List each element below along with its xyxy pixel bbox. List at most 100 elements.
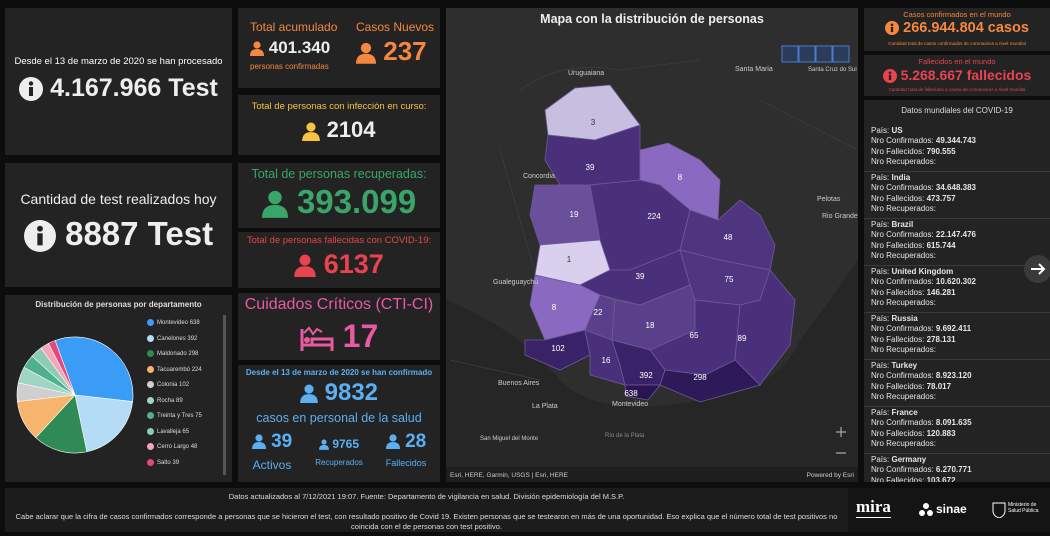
caption: Cantidad de test realizados hoy bbox=[20, 191, 217, 207]
field-label: Nro Fallecidos: bbox=[871, 193, 925, 203]
legend-label: Maldonado bbox=[157, 351, 187, 358]
departments bbox=[524, 84, 796, 403]
region-label: 39 bbox=[586, 163, 595, 172]
field-label: Nro Confirmados: bbox=[871, 277, 934, 287]
legend-value: 224 bbox=[191, 366, 202, 373]
deceased-value: 6137 bbox=[238, 249, 440, 280]
zoom-controls[interactable] bbox=[836, 427, 846, 454]
next-button[interactable] bbox=[1022, 254, 1050, 284]
label: Fallecidos en el mundo bbox=[918, 57, 996, 66]
place-label: Santa Cruz do Sul bbox=[808, 67, 857, 73]
value: 6137 bbox=[323, 249, 384, 279]
tool-button[interactable] bbox=[815, 45, 833, 63]
country-field: País: Russia bbox=[871, 314, 1043, 324]
legend-label: Montevideo bbox=[157, 320, 189, 327]
map: 3 39 8 19 224 1 48 39 75 8 22 18 65 89 1… bbox=[446, 8, 858, 482]
person-icon bbox=[385, 434, 400, 450]
country-field: País: Brazil bbox=[871, 220, 1043, 230]
arrow[interactable] bbox=[1031, 263, 1046, 275]
field-label: Nro Confirmados: bbox=[871, 230, 934, 240]
region-label: 75 bbox=[725, 275, 734, 284]
legend-value: 65 bbox=[182, 428, 190, 435]
field-value: Brazil bbox=[891, 220, 914, 229]
field-value: Russia bbox=[891, 314, 918, 323]
legend-value: 638 bbox=[189, 320, 200, 327]
label: Casos confirmados en el mundo bbox=[903, 10, 1011, 19]
label: Total de personas fallecidas con COVID-1… bbox=[246, 235, 432, 246]
bed-icon bbox=[300, 325, 334, 351]
legend-value: 75 bbox=[195, 413, 202, 420]
legend-label: Salto bbox=[157, 459, 171, 466]
legend-label: Lavalleja bbox=[157, 428, 181, 435]
person-icon bbox=[302, 122, 321, 141]
logos: mira sinae Ministerio de Salud Pública bbox=[848, 488, 1050, 532]
field-value: 278.131 bbox=[926, 334, 956, 344]
field-value: 120.883 bbox=[926, 428, 956, 438]
value: 4.167.966 Test bbox=[50, 74, 218, 102]
scrollbar bbox=[223, 315, 226, 475]
country-field: Nro Fallecidos: 278.131 bbox=[871, 335, 1043, 345]
field-value: 78.017 bbox=[926, 381, 952, 391]
field-label: Nro Fallecidos: bbox=[871, 334, 925, 344]
place-label: Uruguaiana bbox=[568, 70, 604, 77]
powered-by: Powered by Esri bbox=[807, 472, 854, 479]
chart-title: Distribución de personas por departament… bbox=[35, 300, 202, 309]
country-field: Nro Recuperados: bbox=[871, 345, 1043, 355]
field-value: 22.147.476 bbox=[935, 230, 976, 240]
tool-button[interactable] bbox=[781, 45, 799, 63]
note: Cantidad total de fallecidos a causa del… bbox=[888, 87, 1026, 92]
field-label: País: bbox=[871, 220, 890, 229]
person-icon bbox=[318, 439, 329, 451]
value: 9832 bbox=[324, 379, 379, 406]
logo-sinae: sinae bbox=[936, 502, 967, 516]
field-label: Nro Confirmados: bbox=[871, 324, 934, 334]
legend-label: Colonia bbox=[157, 382, 178, 389]
country-field: Nro Recuperados: bbox=[871, 204, 1043, 214]
country-item: País: US Nro Confirmados: 49.344.743 Nro F… bbox=[864, 122, 1050, 173]
field-value: 8.923.120 bbox=[935, 371, 972, 381]
region-label: 22 bbox=[594, 308, 603, 317]
legend-value: 39 bbox=[172, 459, 180, 466]
departments-panel: Distribución de personas por departament… bbox=[5, 295, 232, 482]
health-staff-panel: Desde el 13 de marzo de 2020 se han conf… bbox=[238, 365, 440, 482]
value: 39 bbox=[271, 431, 293, 452]
region-label: 65 bbox=[690, 331, 699, 340]
person-icon bbox=[356, 42, 376, 64]
recovered-value: 393.099 bbox=[238, 183, 440, 221]
legend-label: Cerro Largo bbox=[157, 444, 190, 451]
country-field: País: US bbox=[871, 126, 1043, 136]
region-label: 16 bbox=[602, 356, 611, 365]
caption: Desde el 13 de marzo de 2020 se han conf… bbox=[245, 368, 433, 377]
field-value: India bbox=[891, 173, 911, 182]
world-deaths-panel: Fallecidos en el mundo 5.268.667 falleci… bbox=[864, 55, 1050, 96]
value: 393.099 bbox=[296, 183, 417, 220]
region-label: 8 bbox=[552, 303, 557, 312]
country-field: Nro Confirmados: 49.344.743 bbox=[871, 136, 1043, 146]
value: 237 bbox=[383, 36, 427, 66]
country-field: Nro Fallecidos: 78.017 bbox=[871, 382, 1043, 392]
label: Cuidados Críticos (CTI-CI) bbox=[244, 296, 434, 313]
world-cases-value: 266.944.804 casos bbox=[864, 20, 1050, 36]
field-label: Nro Fallecidos: bbox=[871, 428, 925, 438]
tool-button[interactable] bbox=[832, 45, 850, 63]
field-label: País: bbox=[871, 408, 890, 417]
country-field: Nro Recuperados: bbox=[871, 439, 1043, 449]
recovered-panel: Total de personas recuperadas: 393.099 bbox=[238, 163, 440, 228]
map-tools[interactable] bbox=[781, 45, 850, 454]
pie-slice bbox=[35, 394, 88, 454]
field-label: Nro Recuperados: bbox=[871, 438, 936, 448]
active-value: 2104 bbox=[238, 117, 440, 143]
tool-button[interactable] bbox=[798, 45, 816, 63]
country-field: Nro Confirmados: 10.620.302 bbox=[871, 277, 1043, 287]
legend-value: 89 bbox=[176, 397, 183, 404]
region-label: 392 bbox=[639, 371, 653, 380]
value: 8887 Test bbox=[65, 215, 214, 252]
person-icon bbox=[251, 434, 266, 450]
legend-value: 48 bbox=[190, 444, 198, 451]
country-field: País: France bbox=[871, 408, 1043, 418]
legend-item: Colonia 102 bbox=[147, 381, 189, 388]
pie-chart bbox=[16, 336, 134, 454]
legend-swatch bbox=[147, 319, 154, 326]
legend-swatch bbox=[147, 365, 154, 373]
